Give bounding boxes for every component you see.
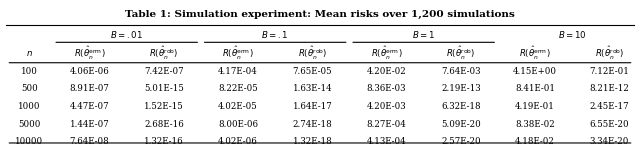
Text: $R(\hat{\theta}_n^{\mathrm{rob}})$: $R(\hat{\theta}_n^{\mathrm{rob}})$ [446,45,476,62]
Text: 500: 500 [21,85,38,93]
Text: 4.20E-02: 4.20E-02 [367,67,406,76]
Text: $R(\hat{\theta}_n^{\mathrm{erm}})$: $R(\hat{\theta}_n^{\mathrm{erm}})$ [74,45,106,62]
Text: 1.44E-07: 1.44E-07 [70,120,109,128]
Text: 6.55E-20: 6.55E-20 [589,120,629,128]
Text: Table 1: Simulation experiment: Mean risks over 1,200 simulations: Table 1: Simulation experiment: Mean ris… [125,10,515,19]
Text: 8.21E-12: 8.21E-12 [589,85,629,93]
Text: $R(\hat{\theta}_n^{\mathrm{rob}})$: $R(\hat{\theta}_n^{\mathrm{rob}})$ [595,45,624,62]
Text: 4.15E+00: 4.15E+00 [513,67,557,76]
Text: $B = .01$: $B = .01$ [110,29,143,40]
Text: 4.06E-06: 4.06E-06 [70,67,109,76]
Text: $B = 1$: $B = 1$ [412,29,435,40]
Text: 4.02E-05: 4.02E-05 [218,102,258,111]
Text: 5000: 5000 [19,120,40,128]
Text: $R(\hat{\theta}_n^{\mathrm{rob}})$: $R(\hat{\theta}_n^{\mathrm{rob}})$ [298,45,327,62]
Text: 7.64E-08: 7.64E-08 [70,137,109,146]
Text: $R(\hat{\theta}_n^{\mathrm{erm}})$: $R(\hat{\theta}_n^{\mathrm{erm}})$ [519,45,551,62]
Text: 3.34E-20: 3.34E-20 [589,137,629,146]
Text: 2.57E-20: 2.57E-20 [441,137,481,146]
Text: 1.32E-16: 1.32E-16 [144,137,184,146]
Text: $B = .1$: $B = .1$ [261,29,289,40]
Text: $R(\hat{\theta}_n^{\mathrm{rob}})$: $R(\hat{\theta}_n^{\mathrm{rob}})$ [149,45,179,62]
Text: 1.32E-18: 1.32E-18 [292,137,332,146]
Text: 100: 100 [21,67,38,76]
Text: 5.01E-15: 5.01E-15 [144,85,184,93]
Text: 10000: 10000 [15,137,44,146]
Text: 4.17E-04: 4.17E-04 [218,67,258,76]
Text: 1.52E-15: 1.52E-15 [144,102,184,111]
Text: 4.19E-01: 4.19E-01 [515,102,555,111]
Text: 6.32E-18: 6.32E-18 [441,102,481,111]
Text: 7.64E-03: 7.64E-03 [441,67,481,76]
Text: 7.42E-07: 7.42E-07 [144,67,184,76]
Text: 7.65E-05: 7.65E-05 [292,67,332,76]
Text: 8.91E-07: 8.91E-07 [70,85,109,93]
Text: 8.38E-02: 8.38E-02 [515,120,555,128]
Text: 4.18E-02: 4.18E-02 [515,137,555,146]
Text: 8.41E-01: 8.41E-01 [515,85,555,93]
Text: 1.63E-14: 1.63E-14 [292,85,332,93]
Text: 1000: 1000 [18,102,41,111]
Text: 2.68E-16: 2.68E-16 [144,120,184,128]
Text: 7.12E-01: 7.12E-01 [589,67,629,76]
Text: 2.74E-18: 2.74E-18 [292,120,332,128]
Text: 5.09E-20: 5.09E-20 [441,120,481,128]
Text: 4.02E-06: 4.02E-06 [218,137,258,146]
Text: 2.19E-13: 2.19E-13 [441,85,481,93]
Text: $R(\hat{\theta}_n^{\mathrm{erm}})$: $R(\hat{\theta}_n^{\mathrm{erm}})$ [371,45,403,62]
Text: 8.36E-03: 8.36E-03 [367,85,406,93]
Text: 4.13E-04: 4.13E-04 [367,137,406,146]
Text: $n$: $n$ [26,49,33,58]
Text: 4.47E-07: 4.47E-07 [70,102,109,111]
Text: $B = 10$: $B = 10$ [557,29,587,40]
Text: 8.00E-06: 8.00E-06 [218,120,258,128]
Text: 8.27E-04: 8.27E-04 [367,120,406,128]
Text: 4.20E-03: 4.20E-03 [367,102,406,111]
Text: 1.64E-17: 1.64E-17 [292,102,332,111]
Text: 2.45E-17: 2.45E-17 [589,102,629,111]
Text: $R(\hat{\theta}_n^{\mathrm{erm}})$: $R(\hat{\theta}_n^{\mathrm{erm}})$ [222,45,254,62]
Text: 8.22E-05: 8.22E-05 [218,85,258,93]
